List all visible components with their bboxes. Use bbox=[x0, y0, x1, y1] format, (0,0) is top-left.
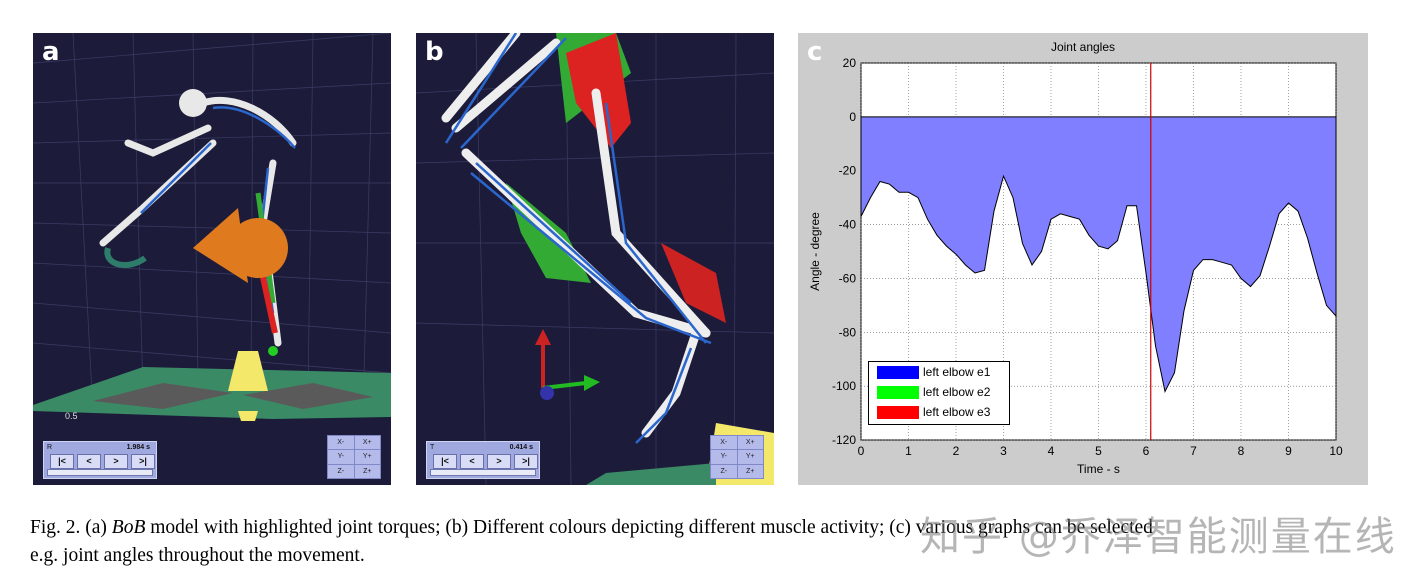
y-axis-label: Angle - degree bbox=[808, 212, 822, 291]
chart-plot: 0 1 2 3 4 5 6 7 8 9 10 20 0 -20 -40 -60 -80 -100 -120 Time… bbox=[808, 56, 1343, 476]
legend-item: left elbow e3 bbox=[869, 402, 1009, 422]
caption-prefix: Fig. 2. (a) bbox=[30, 517, 112, 538]
torque-arrow bbox=[104, 247, 147, 268]
x-plus-button[interactable]: X+ bbox=[354, 436, 380, 450]
x-tick-label: 10 bbox=[1329, 444, 1343, 458]
x-tick-label: 1 bbox=[905, 444, 912, 458]
x-tick-label: 0 bbox=[858, 444, 865, 458]
x-tick-label: 2 bbox=[953, 444, 960, 458]
caption-italic-term: BoB bbox=[111, 517, 146, 538]
y-plus-button[interactable]: Y+ bbox=[737, 450, 763, 464]
skip-start-button[interactable]: |< bbox=[50, 454, 74, 469]
caption-line-1: Fig. 2. (a) BoB model with highlighted j… bbox=[30, 514, 1400, 542]
axes-gizmo bbox=[535, 329, 600, 400]
y-tick-label: -20 bbox=[839, 164, 857, 178]
panel-c-joint-angles-chart: c Joint angles 0 1 2 3 4 5 6 7 8 9 10 20 0 -20 -40 -60 -… bbox=[798, 33, 1368, 485]
watermark: 知乎 @乔泽智能测量在线 bbox=[920, 514, 1397, 560]
legend-item: left elbow e1 bbox=[869, 362, 1009, 382]
x-tick-label: 4 bbox=[1048, 444, 1055, 458]
muscles bbox=[444, 33, 712, 444]
figure-caption: Fig. 2. (a) BoB model with highlighted j… bbox=[30, 514, 1400, 570]
y-tick-label: -100 bbox=[832, 379, 856, 393]
floor-tile bbox=[243, 383, 373, 409]
floor-tile bbox=[586, 463, 716, 485]
floor-tile bbox=[93, 383, 233, 409]
x-tick-label: 5 bbox=[1095, 444, 1102, 458]
chart-legend: left elbow e1 left elbow e2 left elbow e… bbox=[868, 361, 1010, 425]
y-tick-label: 0 bbox=[849, 110, 856, 124]
panel-a-scene: 0.5 bbox=[33, 33, 391, 421]
time-slider[interactable] bbox=[430, 469, 536, 476]
x-minus-button[interactable]: X- bbox=[711, 436, 737, 450]
step-back-button[interactable]: < bbox=[460, 454, 484, 469]
time-display: 0.414 s bbox=[509, 444, 533, 451]
x-plus-button[interactable]: X+ bbox=[737, 436, 763, 450]
x-tick-label: 7 bbox=[1190, 444, 1197, 458]
caption-line-2: e.g. joint angles throughout the movemen… bbox=[30, 545, 365, 566]
force-arrow bbox=[228, 351, 268, 391]
x-axis-label: Time - s bbox=[1077, 462, 1120, 476]
x-tick-label: 6 bbox=[1143, 444, 1150, 458]
view-axis-buttons: X- X+ Y- Y+ Z- Z+ bbox=[710, 435, 764, 479]
chart-title: Joint angles bbox=[1050, 40, 1116, 54]
skip-end-button[interactable]: >| bbox=[131, 454, 155, 469]
panel-a-bob-model: 0.5 a R 1.984 s |< < > >| X- X+ Y- Y+ Z-… bbox=[33, 33, 391, 485]
panel-b-scene bbox=[416, 33, 774, 485]
panel-label: c bbox=[807, 37, 823, 67]
z-plus-button[interactable]: Z+ bbox=[354, 464, 380, 478]
y-tick-label: -60 bbox=[839, 271, 857, 285]
y-minus-button[interactable]: Y- bbox=[328, 450, 354, 464]
z-minus-button[interactable]: Z- bbox=[328, 464, 354, 478]
skip-end-button[interactable]: >| bbox=[514, 454, 538, 469]
active-muscle bbox=[661, 243, 726, 323]
step-back-button[interactable]: < bbox=[77, 454, 101, 469]
legend-swatch bbox=[877, 405, 919, 419]
series-area-left-elbow-e1 bbox=[860, 116, 1337, 394]
control-label: T bbox=[430, 444, 435, 451]
z-plus-button[interactable]: Z+ bbox=[737, 464, 763, 478]
playback-controls: T 0.414 s |< < > >| bbox=[426, 441, 540, 479]
scale-label: 0.5 bbox=[65, 411, 78, 421]
view-axis-buttons: X- X+ Y- Y+ Z- Z+ bbox=[327, 435, 381, 479]
x-tick-label: 9 bbox=[1285, 444, 1292, 458]
legend-label: left elbow e1 bbox=[923, 365, 991, 379]
caption-text: model with highlighted joint torques; (b… bbox=[145, 517, 1153, 538]
skull bbox=[179, 89, 207, 117]
playback-controls: R 1.984 s |< < > >| bbox=[43, 441, 157, 479]
torque-indicator bbox=[193, 208, 288, 283]
step-forward-button[interactable]: > bbox=[487, 454, 511, 469]
legend-label: left elbow e2 bbox=[923, 385, 991, 399]
foot-marker bbox=[268, 346, 278, 356]
step-forward-button[interactable]: > bbox=[104, 454, 128, 469]
y-tick-label: -80 bbox=[839, 325, 857, 339]
active-muscle bbox=[258, 267, 278, 334]
time-display: 1.984 s bbox=[126, 444, 150, 451]
legend-swatch bbox=[877, 365, 919, 379]
x-tick-label: 3 bbox=[1000, 444, 1007, 458]
legend-swatch bbox=[877, 385, 919, 399]
panel-label: a bbox=[42, 37, 60, 67]
control-label: R bbox=[47, 444, 53, 451]
y-tick-label: -120 bbox=[832, 433, 856, 447]
y-tick-label: -40 bbox=[839, 218, 857, 232]
panel-b-muscle-activity: b T 0.414 s |< < > >| X- X+ Y- Y+ Z- Z+ bbox=[416, 33, 774, 485]
legend-label: left elbow e3 bbox=[923, 405, 991, 419]
panel-label: b bbox=[425, 37, 444, 67]
time-slider[interactable] bbox=[47, 469, 153, 476]
x-tick-label: 8 bbox=[1238, 444, 1245, 458]
legend-item: left elbow e2 bbox=[869, 382, 1009, 402]
y-minus-button[interactable]: Y- bbox=[711, 450, 737, 464]
y-tick-label: 20 bbox=[843, 56, 857, 70]
force-arrow bbox=[238, 411, 258, 421]
skip-start-button[interactable]: |< bbox=[433, 454, 457, 469]
x-minus-button[interactable]: X- bbox=[328, 436, 354, 450]
z-minus-button[interactable]: Z- bbox=[711, 464, 737, 478]
y-plus-button[interactable]: Y+ bbox=[354, 450, 380, 464]
